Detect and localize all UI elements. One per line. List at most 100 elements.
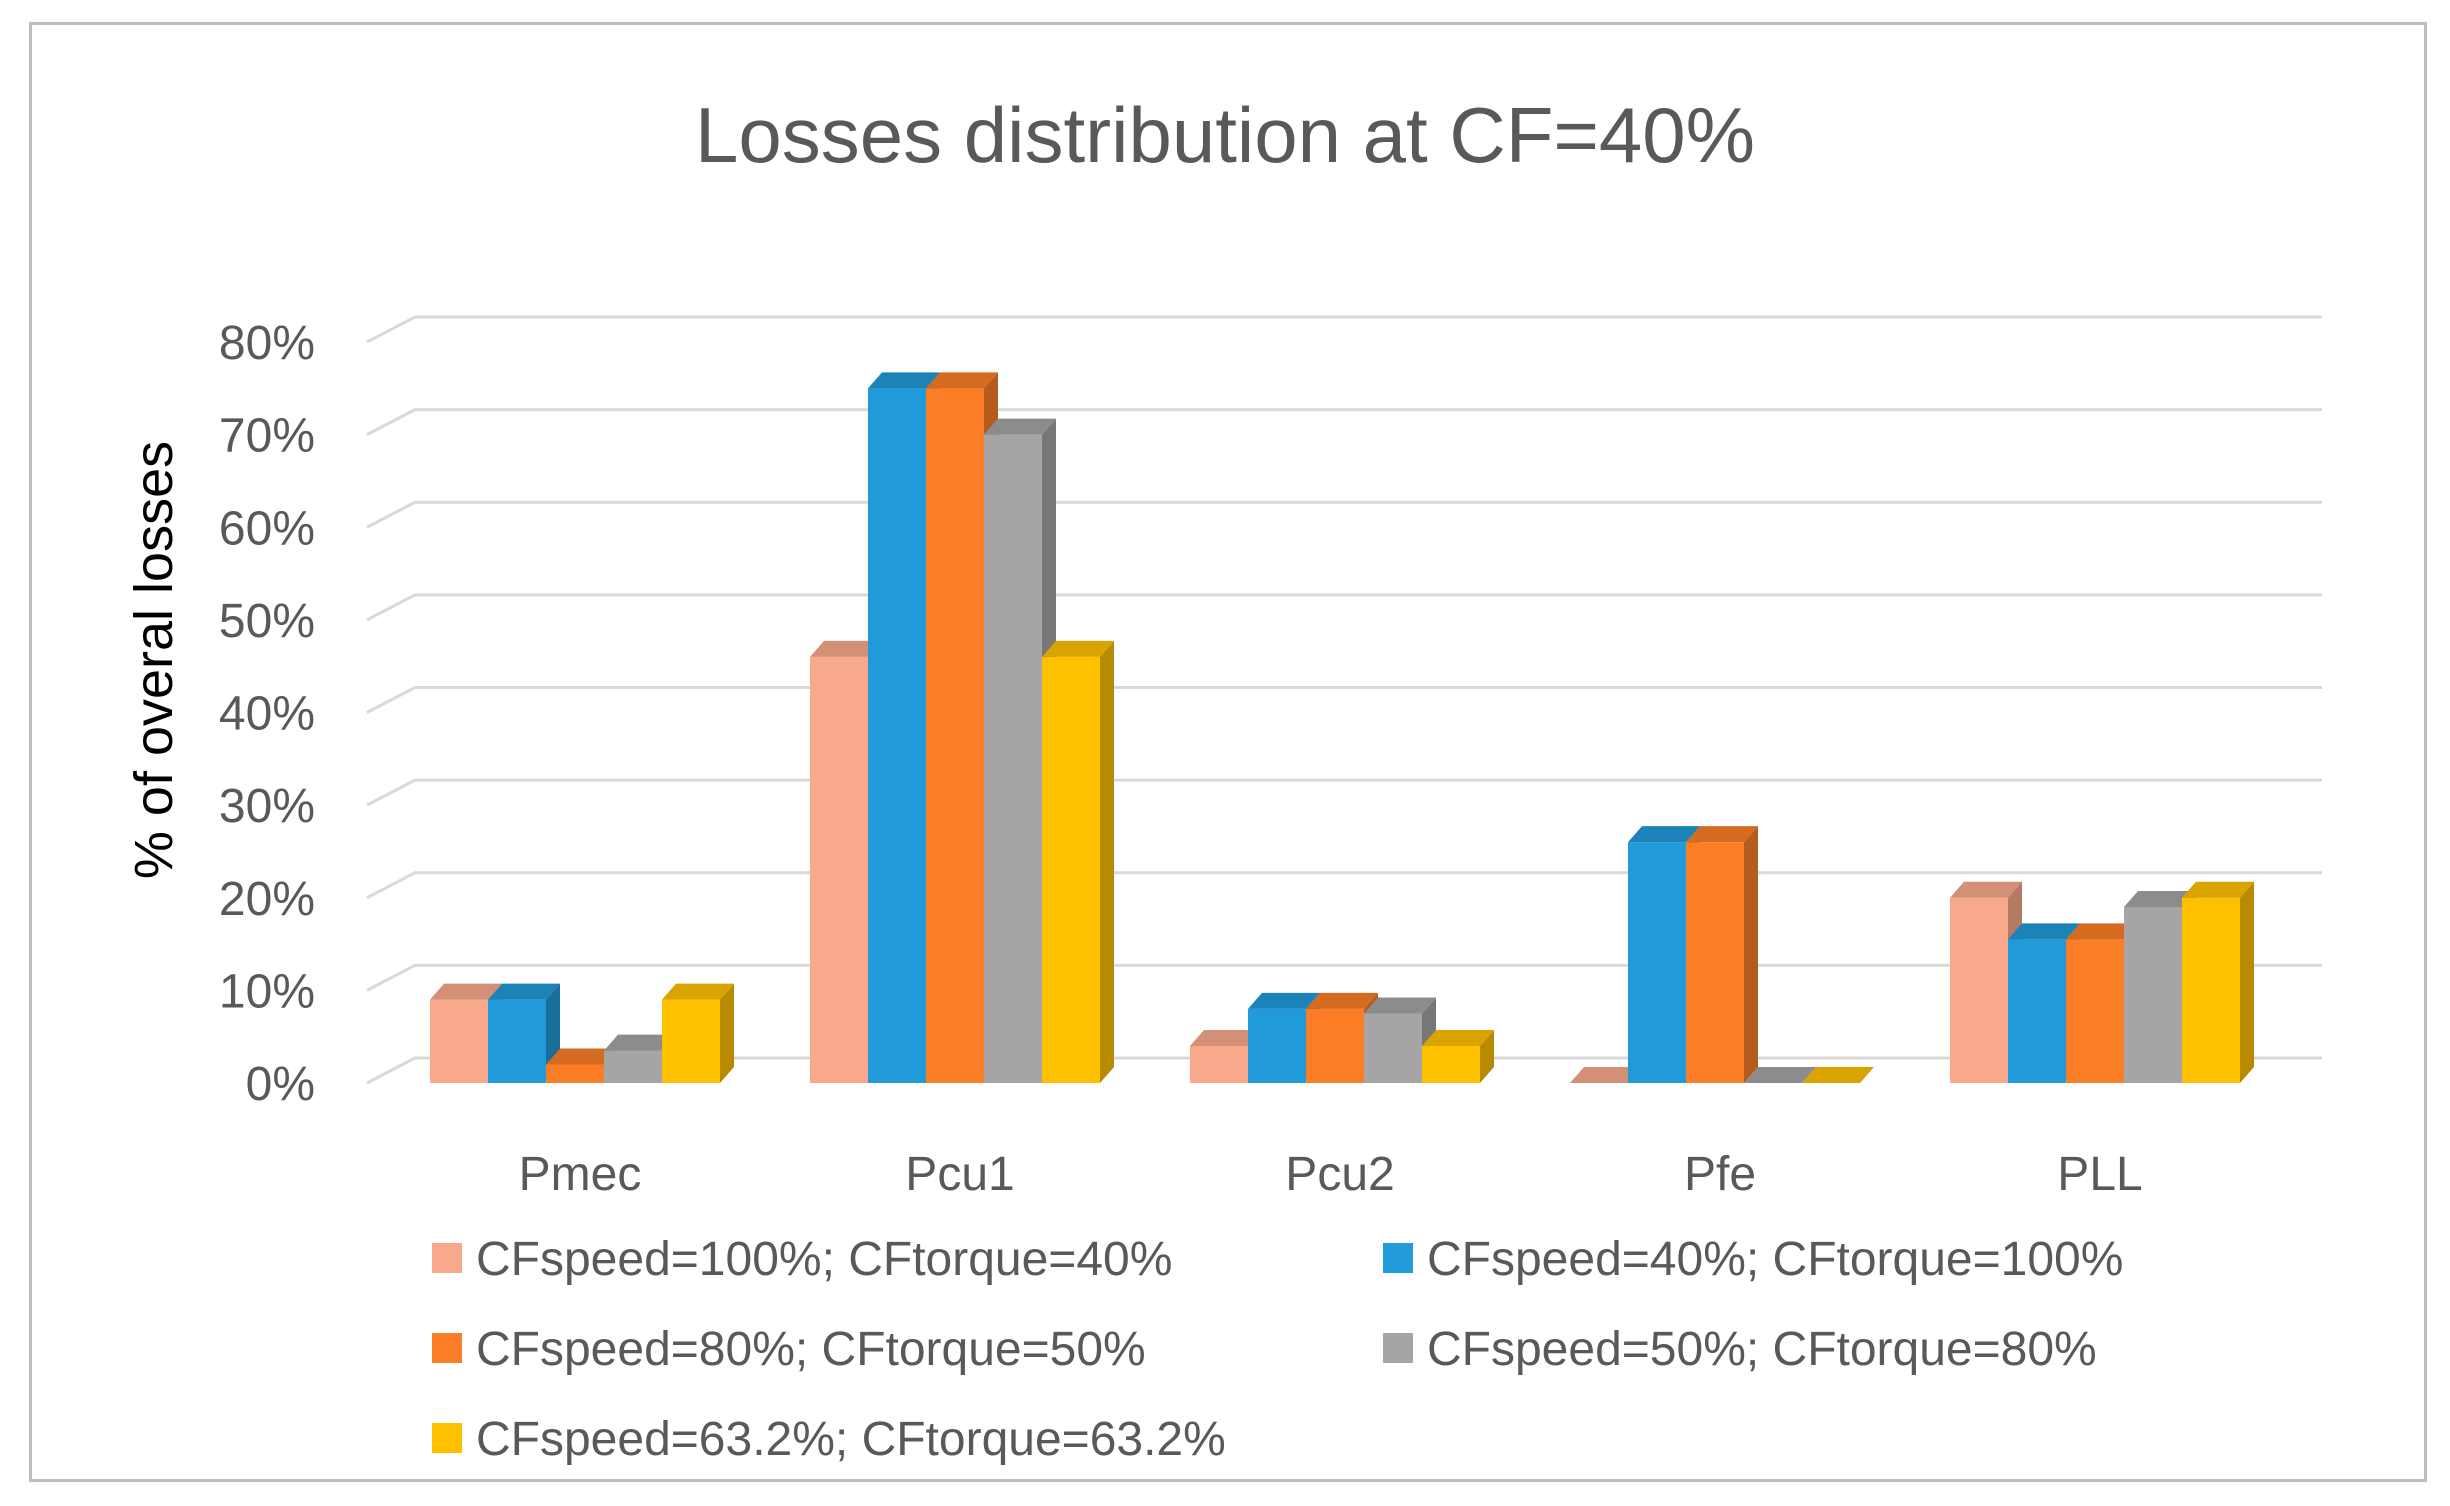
legend-label: CFspeed=100%; CFtorque=40% [476,1233,1172,1286]
legend-item: CFspeed=40%; CFtorque=100% [1383,1233,2123,1286]
bar-front [430,999,488,1083]
bar [1042,640,1114,1083]
bar-front [488,999,546,1083]
bar-front [604,1050,662,1083]
chart-title: Losses distribution at CF=40% [695,91,1755,179]
bar [662,983,734,1083]
bar-top [2066,923,2138,940]
legend-item: CFspeed=63.2%; CFtorque=63.2% [432,1413,1226,1466]
bar-front [1422,1045,1480,1083]
legend-swatch [432,1423,462,1453]
legend-label: CFspeed=63.2%; CFtorque=63.2% [476,1413,1226,1466]
bar-group [430,983,734,1083]
y-tick-label: 60% [219,502,315,555]
bar-top [662,983,734,1000]
bar [1570,1067,1642,1083]
bar-top [1802,1067,1874,1083]
bar-top [1042,640,1114,657]
bar-top [2008,923,2080,940]
legend-label: CFspeed=40%; CFtorque=100% [1427,1233,2123,1286]
x-tick-label: Pfe [1684,1148,1756,1201]
y-tick-labels: 0% 10% 20% 30% 40% 50% 60% 70% 80% [219,317,315,1111]
bar-top [926,372,998,389]
bar-group [1570,826,1874,1083]
bar-front [810,656,868,1083]
bar-front [1628,842,1686,1083]
bar-front [1190,1045,1248,1083]
bar-group [1950,881,2254,1083]
bar-group [1190,992,1494,1083]
y-tick-label: 70% [219,410,315,463]
bar [546,1048,618,1083]
x-tick-labels: Pmec Pcu1 Pcu2 Pfe PLL [519,1148,2143,1201]
bar-front [868,388,926,1083]
bar-top [430,983,502,1000]
bar-group [810,372,1114,1083]
bar-front [2124,907,2182,1083]
legend: CFspeed=100%; CFtorque=40% CFspeed=40%; C… [432,1233,2123,1466]
x-tick-label: Pmec [519,1148,642,1201]
bar-front [662,999,720,1083]
bar-top [1570,1067,1642,1083]
y-tick-label: 20% [219,873,315,926]
gridline [366,778,2322,807]
x-tick-label: Pcu1 [905,1148,1014,1201]
gridline [366,408,2322,436]
bar-front [2008,939,2066,1083]
bar-top [1950,881,2022,898]
bar-top [2182,881,2254,898]
legend-label: CFspeed=80%; CFtorque=50% [476,1323,1146,1376]
bar [1744,1067,1816,1083]
bar [1248,992,1320,1083]
y-tick-label: 40% [219,688,315,741]
bar-side [1744,826,1758,1083]
bar [1686,826,1758,1083]
x-tick-label: PLL [2057,1148,2142,1201]
bar-top [2124,891,2196,908]
bar-side [1480,1029,1494,1083]
y-tick-label: 0% [246,1058,315,1111]
x-tick-label: Pcu2 [1285,1148,1394,1201]
legend-item: CFspeed=80%; CFtorque=50% [432,1323,1146,1376]
legend-swatch [432,1333,462,1363]
gridline [366,686,2322,714]
bar-top [1422,1029,1494,1046]
bar-top [1248,992,1320,1009]
bar-front [1950,897,2008,1083]
legend-label: CFspeed=50%; CFtorque=80% [1427,1323,2097,1376]
bar-top [604,1034,676,1051]
bar-side [720,983,734,1083]
bar-side [1100,640,1114,1083]
chart-frame [29,22,2427,1482]
legend-item: CFspeed=100%; CFtorque=40% [432,1233,1172,1286]
bar-front [1042,656,1100,1083]
bar-front [984,434,1042,1083]
gridline [366,871,2322,900]
gridline [366,500,2322,529]
legend-swatch [1383,1243,1413,1273]
bar-front [1364,1013,1422,1083]
bar-front [546,1064,604,1083]
bar [868,372,940,1083]
y-tick-label: 10% [219,965,315,1018]
bar-top [984,418,1056,435]
bar [2182,881,2254,1083]
bar-top [1744,1067,1816,1083]
bar-front [926,388,984,1083]
bar [1422,1029,1494,1083]
legend-swatch [1383,1333,1413,1363]
bar-top [1364,997,1436,1014]
y-tick-label: 80% [219,317,315,370]
bars [430,372,2254,1083]
bar-front [2066,939,2124,1083]
bar-front [1248,1008,1306,1083]
bar-top [868,372,940,389]
gridline [366,593,2322,622]
bar [1802,1067,1874,1083]
bar-top [488,983,560,1000]
y-axis-label: % of overal losses [124,441,184,879]
y-tick-label: 50% [219,595,315,648]
legend-swatch [432,1243,462,1273]
y-tick-label: 30% [219,780,315,833]
